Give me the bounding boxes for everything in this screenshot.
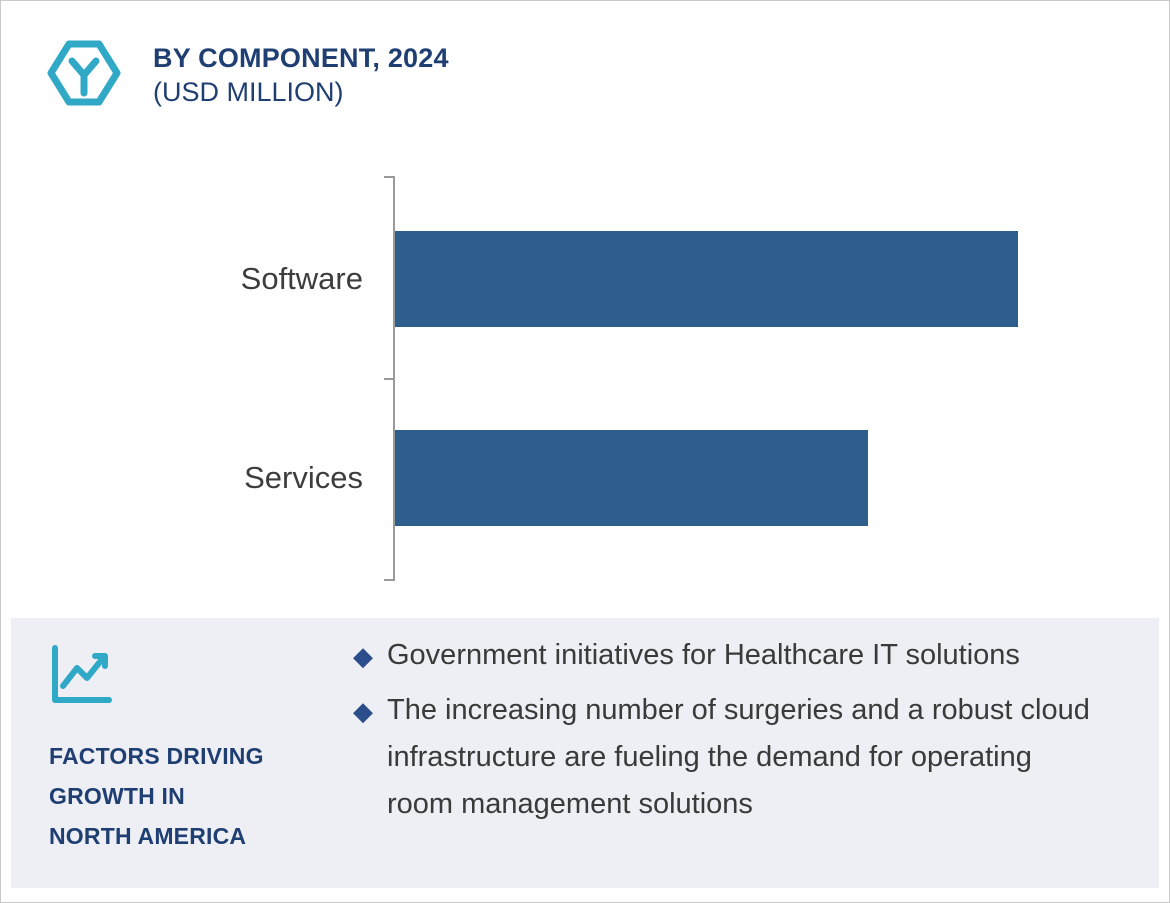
factors-heading-line2: GROWTH IN xyxy=(49,783,185,809)
axis-tick xyxy=(384,176,393,178)
factors-heading-line3: NORTH AMERICA xyxy=(49,823,247,849)
chart-title-line2: (USD MILLION) xyxy=(153,77,344,107)
y-axis-line xyxy=(393,176,395,581)
diamond-bullet-icon: ◆ xyxy=(353,641,373,671)
bar-chart: Software Services xyxy=(241,176,1018,581)
chart-title-line1: BY COMPONENT, 2024 xyxy=(153,43,449,73)
factors-heading: FACTORS DRIVING GROWTH IN NORTH AMERICA xyxy=(49,736,339,856)
factors-bullet-list: ◆ Government initiatives for Healthcare … xyxy=(353,632,1093,836)
axis-tick xyxy=(384,378,393,380)
list-item: ◆ Government initiatives for Healthcare … xyxy=(353,632,1093,679)
list-item: ◆ The increasing number of surgeries and… xyxy=(353,687,1093,828)
bullet-text: Government initiatives for Healthcare IT… xyxy=(387,639,1020,671)
category-label-software: Software xyxy=(240,261,363,296)
bar-services xyxy=(395,430,869,526)
bar-software xyxy=(395,231,1018,327)
chart-title: BY COMPONENT, 2024 (USD MILLION) xyxy=(153,37,449,109)
category-label-services: Services xyxy=(244,460,363,495)
chart-header: BY COMPONENT, 2024 (USD MILLION) xyxy=(45,37,449,109)
axis-tick xyxy=(384,579,393,581)
hexagon-y-logo-icon xyxy=(47,40,121,106)
factors-panel: FACTORS DRIVING GROWTH IN NORTH AMERICA … xyxy=(11,618,1159,888)
trend-line-chart-icon xyxy=(52,645,112,703)
factors-panel-left: FACTORS DRIVING GROWTH IN NORTH AMERICA xyxy=(49,644,339,856)
factors-heading-line1: FACTORS DRIVING xyxy=(49,743,264,769)
diamond-bullet-icon: ◆ xyxy=(353,696,373,726)
bullet-text: The increasing number of surgeries and a… xyxy=(387,694,1090,820)
